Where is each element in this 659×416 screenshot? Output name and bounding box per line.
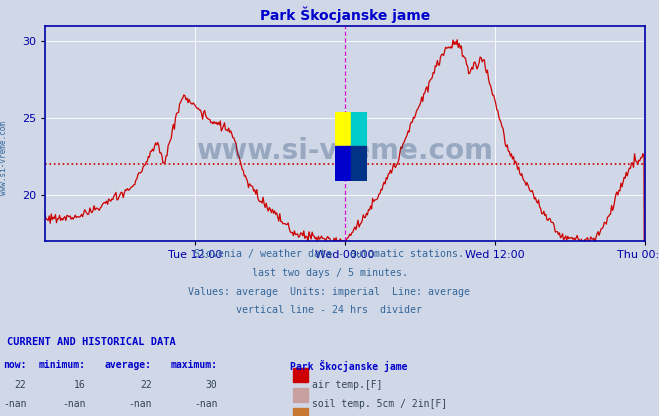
Text: soil temp. 5cm / 2in[F]: soil temp. 5cm / 2in[F] <box>312 399 447 409</box>
Text: 22: 22 <box>140 379 152 389</box>
Text: 16: 16 <box>74 379 86 389</box>
Text: CURRENT AND HISTORICAL DATA: CURRENT AND HISTORICAL DATA <box>7 337 175 347</box>
Title: Park Škocjanske jame: Park Škocjanske jame <box>260 7 430 23</box>
Text: Slovenia / weather data - automatic stations.: Slovenia / weather data - automatic stat… <box>194 249 465 259</box>
Text: air temp.[F]: air temp.[F] <box>312 379 382 389</box>
Text: average:: average: <box>105 359 152 369</box>
Text: maximum:: maximum: <box>171 359 217 369</box>
Text: Park Škocjanske jame: Park Škocjanske jame <box>290 359 407 371</box>
Text: vertical line - 24 hrs  divider: vertical line - 24 hrs divider <box>237 305 422 315</box>
Text: -nan: -nan <box>3 399 26 409</box>
Text: -nan: -nan <box>194 399 217 409</box>
Text: -nan: -nan <box>62 399 86 409</box>
Text: 22: 22 <box>14 379 26 389</box>
Text: www.si-vreme.com: www.si-vreme.com <box>196 137 494 165</box>
Text: minimum:: minimum: <box>39 359 86 369</box>
Text: now:: now: <box>3 359 26 369</box>
Text: last two days / 5 minutes.: last two days / 5 minutes. <box>252 268 407 278</box>
Text: www.si-vreme.com: www.si-vreme.com <box>0 121 8 195</box>
Text: 30: 30 <box>206 379 217 389</box>
Text: -nan: -nan <box>128 399 152 409</box>
Text: Values: average  Units: imperial  Line: average: Values: average Units: imperial Line: av… <box>188 287 471 297</box>
